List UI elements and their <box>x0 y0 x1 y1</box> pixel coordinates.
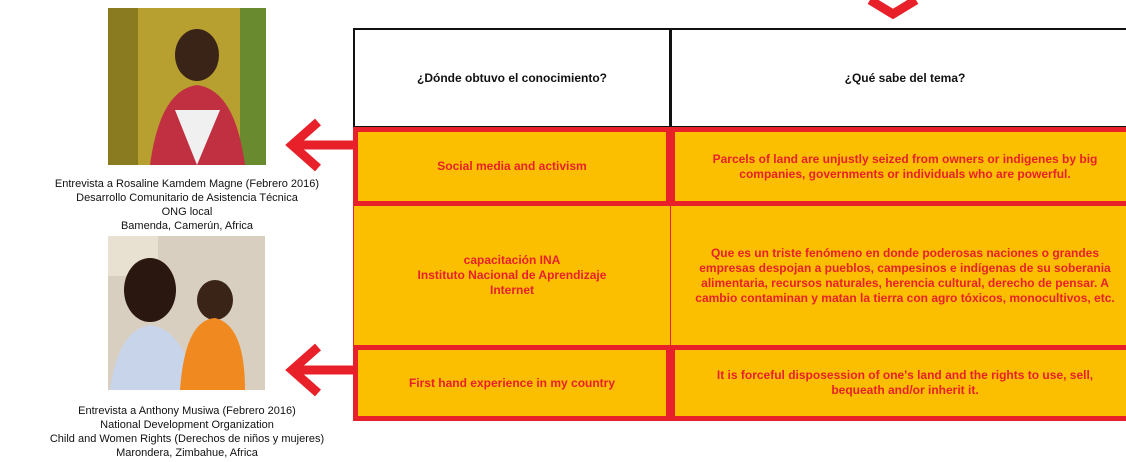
cell-line: capacitación INA <box>463 253 561 267</box>
header-text: ¿Dónde obtuvo el conocimiento? <box>417 70 607 85</box>
caption-line: National Development Organization <box>100 419 274 431</box>
photo-1 <box>108 8 266 165</box>
caption-line: Bamenda, Camerún, Africa <box>120 220 254 232</box>
table-cell: First hand experience in my country <box>353 345 671 421</box>
cell-line: It is forceful disposession of one's lan… <box>716 368 1094 382</box>
caption-line: Entrevista a Anthony Musiwa (Febrero 201… <box>78 405 296 417</box>
cell-line: Parcels of land are unjustly seized from… <box>712 151 1098 166</box>
cell-line: Instituto Nacional de Aprendizaje <box>417 268 607 282</box>
caption: Entrevista a Anthony Musiwa (Febrero 201… <box>27 404 347 460</box>
cell-line: Que es un triste fenómeno en donde poder… <box>710 245 1100 260</box>
caption-line: Entrevista a Rosaline Kamdem Magne (Febr… <box>54 178 320 190</box>
table-cell: capacitación INA Instituto Nacional de Ap… <box>353 205 671 346</box>
arrows <box>285 0 919 397</box>
table-cell: It is forceful disposession of one's lan… <box>670 345 1126 421</box>
table-cell: Parcels of land are unjustly seized from… <box>670 127 1126 206</box>
table-cell: Social media and activism <box>353 127 671 206</box>
cell-line: First hand experience in my country <box>408 375 616 390</box>
header-cell: ¿Qué sabe del tema? <box>670 28 1126 128</box>
photo-2 <box>108 236 265 390</box>
caption-line: Marondera, Zimbahue, Africa <box>116 447 258 459</box>
cell-line: alimentaria, recursos naturales, herenci… <box>701 275 1109 290</box>
cell-line: bequeath and/or inherit it. <box>831 383 979 397</box>
header-text: ¿Qué sabe del tema? <box>844 70 966 85</box>
caption-line: ONG local <box>161 206 213 218</box>
cell-line: cambio contaminan y matan la tierra con … <box>695 290 1115 305</box>
table-cell: Que es un triste fenómeno en donde poder… <box>670 205 1126 346</box>
caption: Entrevista a Rosaline Kamdem Magne (Febr… <box>27 177 347 233</box>
caption-line: Child and Women Rights (Derechos de niño… <box>49 433 325 445</box>
cell-line: Social media and activism <box>437 159 587 173</box>
caption-line: Desarrollo Comunitario de Asistencia Téc… <box>76 192 298 204</box>
cell-line: Internet <box>489 283 534 297</box>
cell-line: companies, governments or individuals wh… <box>739 166 1071 181</box>
header-cell: ¿Dónde obtuvo el conocimiento? <box>353 28 671 128</box>
cell-line: empresas despojan a pueblos, campesinos … <box>699 260 1111 275</box>
